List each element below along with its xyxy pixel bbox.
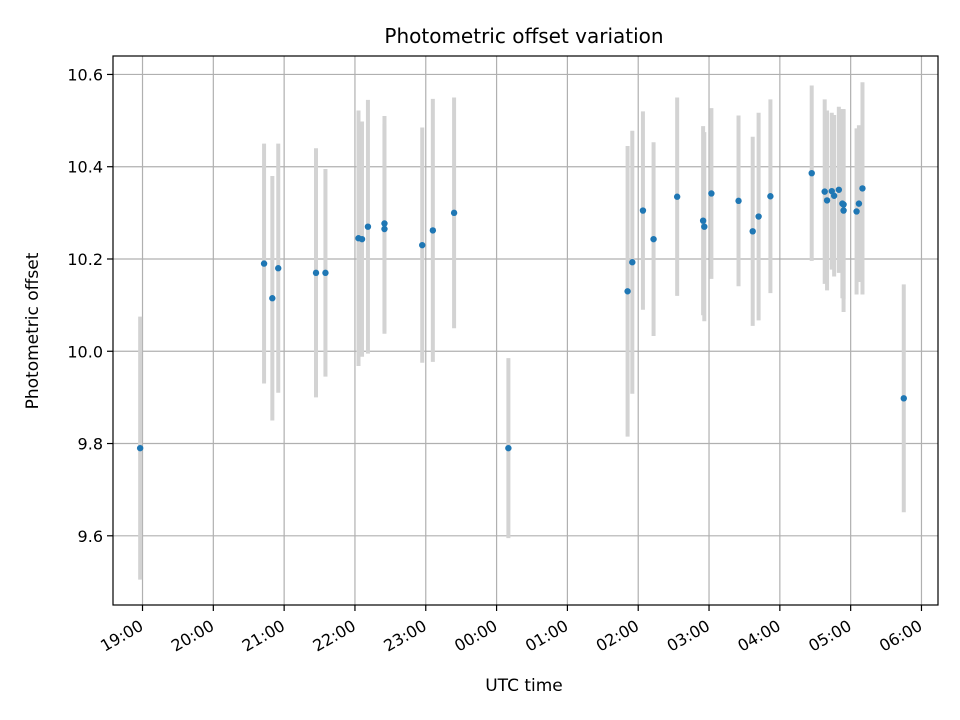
y-axis-title: Photometric offset	[23, 252, 43, 409]
data-point	[853, 208, 860, 215]
x-axis-title: UTC time	[485, 676, 563, 696]
y-tick-label: 10.2	[67, 250, 103, 269]
data-point	[840, 201, 847, 208]
data-point	[505, 444, 512, 452]
y-tick-label: 10.6	[67, 65, 103, 84]
data-point	[835, 186, 843, 193]
data-point	[381, 220, 388, 227]
data-point	[749, 228, 756, 235]
data-point	[358, 235, 366, 243]
data-point	[840, 207, 847, 214]
data-point	[859, 185, 866, 192]
chart-title: Photometric offset variation	[384, 24, 663, 48]
y-axis: 9.6 9.8 10.0 10.2 10.4 10.6	[67, 65, 113, 546]
data-point	[629, 259, 636, 266]
data-point	[821, 188, 828, 195]
data-point	[419, 241, 426, 249]
data-point	[699, 217, 707, 224]
data-point	[830, 192, 838, 199]
data-point	[755, 213, 762, 220]
data-point	[808, 169, 815, 177]
data-point	[767, 193, 774, 200]
grid	[113, 56, 938, 605]
data-point	[900, 395, 907, 402]
data-point	[673, 193, 681, 200]
data-point	[429, 227, 437, 234]
y-tick-label: 10.4	[67, 158, 103, 177]
data-point	[136, 444, 144, 452]
data-point	[322, 269, 329, 277]
data-point	[639, 207, 647, 214]
data-point	[708, 190, 715, 197]
data-point	[735, 197, 742, 205]
y-tick-label: 10.0	[67, 342, 103, 361]
data-point	[450, 209, 458, 217]
data-point	[312, 269, 320, 277]
axes-frame	[112, 55, 939, 606]
data-point	[624, 288, 631, 295]
y-tick-label: 9.8	[78, 435, 103, 454]
data-point	[364, 223, 372, 230]
data-point	[275, 265, 282, 272]
data-point	[260, 260, 268, 267]
data-point	[855, 200, 863, 207]
data-point	[650, 235, 657, 243]
data-point	[823, 197, 831, 204]
data-points	[136, 169, 907, 452]
y-tick-label: 9.6	[78, 527, 103, 546]
data-point	[269, 295, 276, 302]
data-point	[701, 223, 708, 230]
data-point	[381, 225, 388, 233]
